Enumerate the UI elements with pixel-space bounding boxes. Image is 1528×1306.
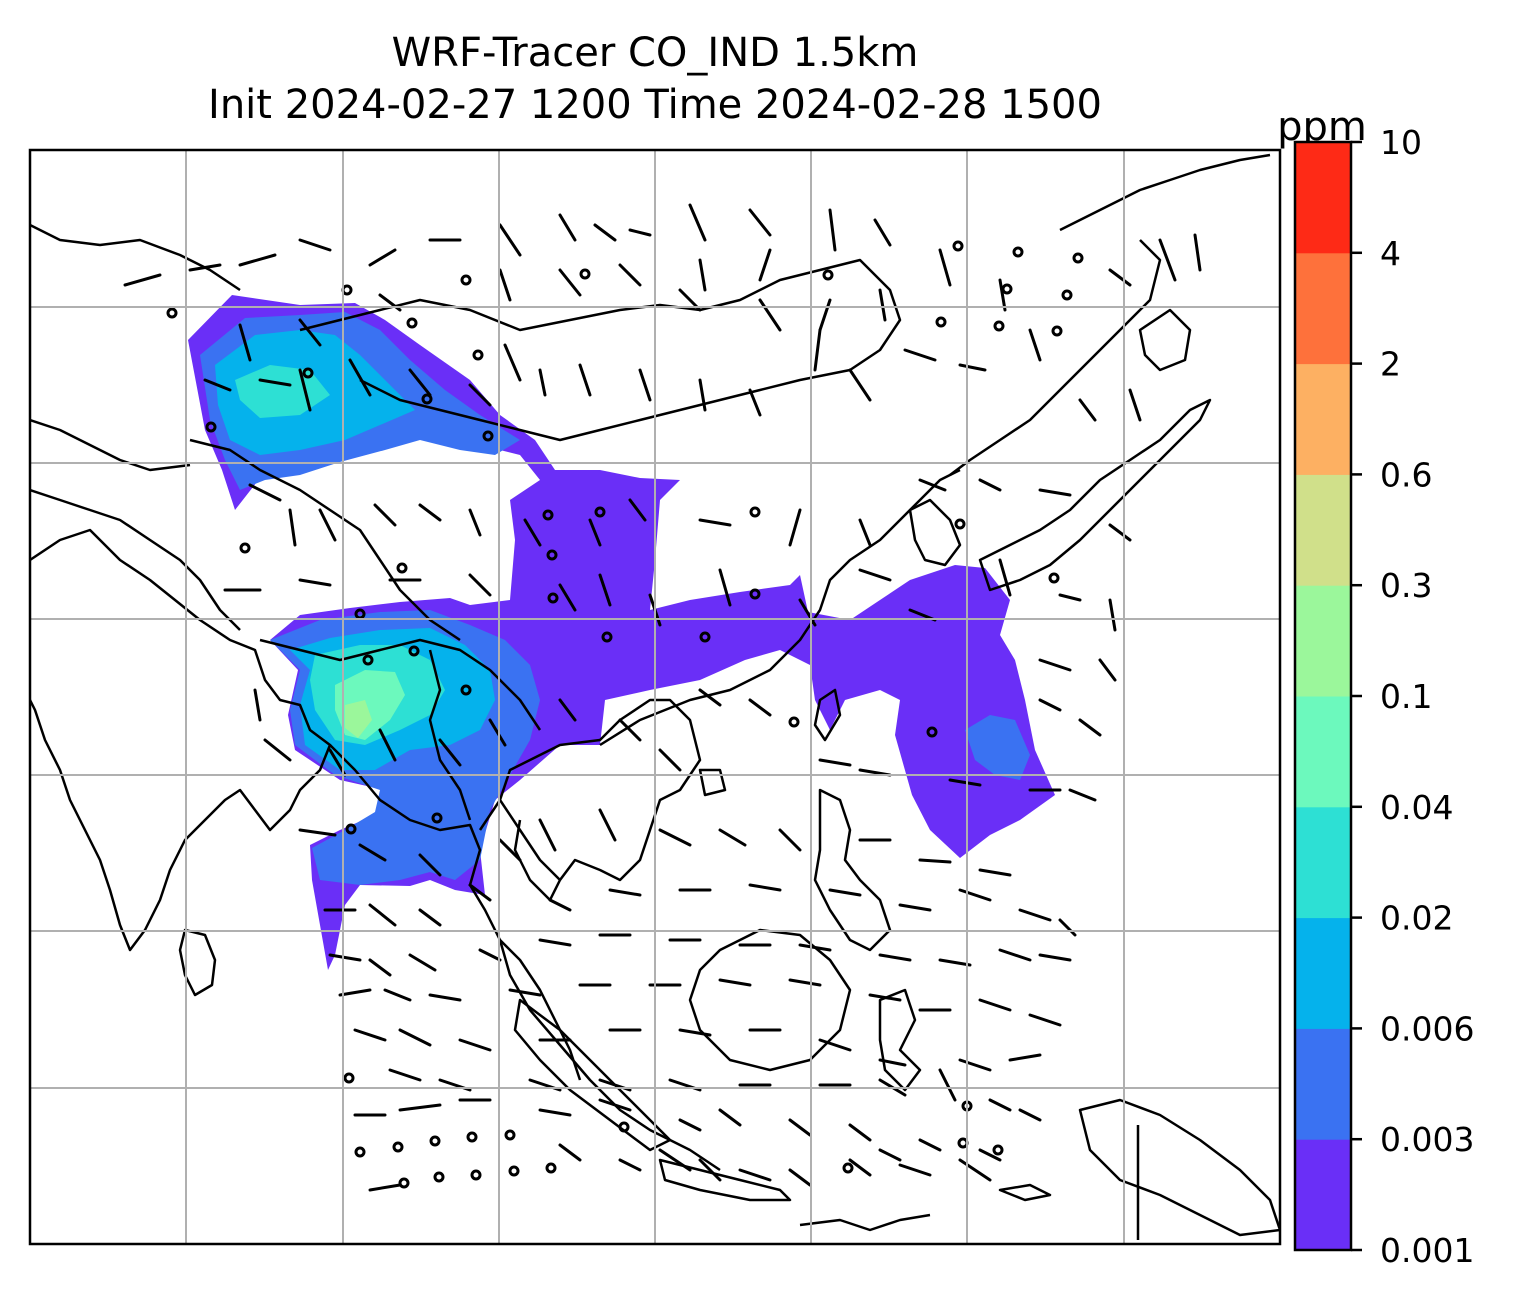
- coastline-northwest: [30, 418, 191, 472]
- map-title-line1: WRF-Tracer CO_IND 1.5km: [391, 30, 919, 76]
- colorbar-band: [1295, 1139, 1351, 1251]
- coastline-philippines: [813, 788, 892, 952]
- plume-peak-north: [235, 365, 330, 418]
- coastline-bay-east: [329, 744, 721, 1172]
- colorbar-tick-label: 4: [1380, 234, 1401, 273]
- colorbar-tick-label: 0.6: [1380, 455, 1432, 494]
- lat-lon-gridlines: [30, 150, 1280, 1244]
- colorbar-band: [1295, 252, 1351, 365]
- coastline-japan: [978, 398, 1212, 592]
- colorbar-tick-label: 0.02: [1380, 899, 1453, 938]
- colorbar-band: [1295, 806, 1351, 919]
- colorbar-band: [1295, 363, 1351, 475]
- coastline-newguinea: [1078, 1098, 1280, 1237]
- colorbar-band: [1295, 142, 1351, 254]
- colorbar-tick-label: 0.001: [1380, 1231, 1474, 1270]
- coastline-sulawesi: [878, 988, 922, 1092]
- map-frame: [28, 148, 1282, 1246]
- colorbar-band: [1295, 474, 1351, 586]
- map-panel: [28, 148, 1282, 1246]
- colorbar-bands: [1295, 142, 1351, 1251]
- colorbar-tick-label: 0.3: [1380, 566, 1432, 605]
- coastline-south-china: [599, 468, 961, 747]
- coastline-hainan: [698, 768, 727, 797]
- wind-barbs-south-central: [253, 658, 1117, 937]
- coastline-timor: [998, 1183, 1052, 1202]
- coastline-caspian: [30, 223, 241, 292]
- colorbar-band: [1295, 1028, 1351, 1140]
- wind-barbs-north: [123, 203, 1202, 362]
- border-myanmar: [428, 649, 472, 821]
- colorbar-band: [1295, 696, 1351, 808]
- border-china-west: [189, 438, 461, 642]
- border-himalaya: [259, 638, 542, 731]
- colorbar-tick-label: 0.1: [1380, 677, 1432, 716]
- border-mongolia: [299, 258, 902, 442]
- coastline-malay: [499, 939, 582, 1081]
- colorbar-tick-label: 0.04: [1380, 788, 1453, 827]
- border-pakistan: [30, 488, 241, 631]
- colorbar-tick-label: 0.006: [1380, 1009, 1474, 1048]
- coastline-srilanka: [178, 928, 217, 997]
- wind-barbs-central: [203, 328, 1142, 632]
- wind-barbs-south: [328, 933, 1072, 1192]
- colorbar-ticks: 0.001 0.003 0.006 0.02 0.04 0.1 0.3 0.6 2 4 10: [1351, 123, 1474, 1270]
- wind-calm-circles: [166, 240, 1084, 1189]
- coastline-kamchatka: [1059, 153, 1271, 232]
- coastline-lesser-sunda: [799, 1213, 931, 1232]
- plume-mid-east: [965, 715, 1030, 780]
- map-title-line2: Init 2024-02-27 1200 Time 2024-02-28 150…: [208, 82, 1102, 128]
- plume-peak2-south: [345, 700, 372, 738]
- colorbar-band: [1295, 585, 1351, 697]
- colorbar-band: [1295, 917, 1351, 1029]
- coastline-korea: [908, 498, 962, 567]
- colorbar-tick-label: 10: [1380, 123, 1422, 162]
- coastlines: [30, 153, 1280, 1240]
- colorbar-tick-label: 0.003: [1380, 1120, 1474, 1159]
- coastline-indochina: [478, 698, 702, 902]
- coastline-russia-east: [949, 239, 1162, 476]
- colorbar-tick-label: 2: [1380, 345, 1401, 384]
- wind-barbs: [123, 203, 1202, 1192]
- tracer-concentration-plume: [188, 295, 1055, 970]
- coastline-sumatra: [513, 998, 672, 1152]
- coastline-india: [30, 528, 332, 952]
- coastline-hokkaido: [1138, 308, 1192, 372]
- coastline-taiwan: [813, 688, 842, 742]
- coastline-borneo: [688, 928, 852, 1072]
- border-thailand: [498, 799, 561, 881]
